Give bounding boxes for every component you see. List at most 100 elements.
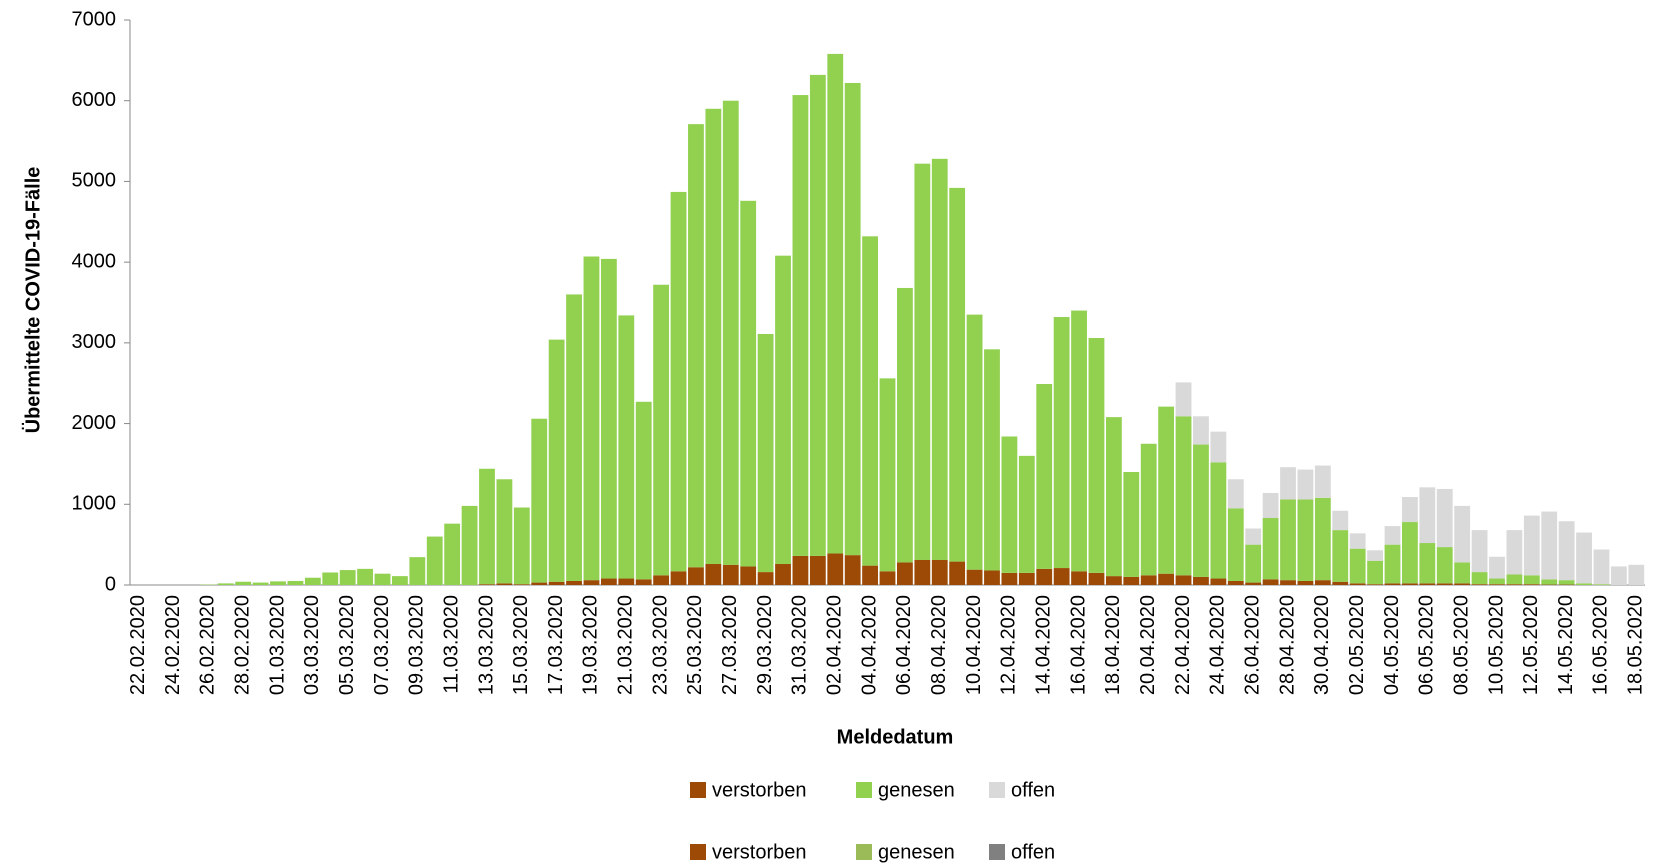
x-tick-label: 28.02.2020 bbox=[231, 595, 253, 695]
x-tick-label: 23.03.2020 bbox=[649, 595, 671, 695]
bar-segment bbox=[1332, 581, 1349, 585]
bar-segment bbox=[1593, 584, 1610, 585]
bar-segment bbox=[775, 255, 791, 565]
y-tick-label: 7000 bbox=[72, 8, 117, 30]
bar-segment bbox=[757, 333, 774, 573]
bar-segment bbox=[1140, 575, 1157, 585]
x-tick-label: 03.03.2020 bbox=[301, 595, 323, 695]
bar-segment bbox=[513, 507, 530, 585]
bar-segment bbox=[479, 584, 495, 585]
bar-segment bbox=[1105, 417, 1122, 577]
legend-swatch bbox=[690, 844, 706, 860]
bar-segment bbox=[897, 287, 913, 563]
x-tick-label: 10.04.2020 bbox=[963, 595, 985, 695]
bar-segment bbox=[1541, 511, 1558, 580]
bar-segment bbox=[635, 401, 652, 580]
bar-segment bbox=[1402, 522, 1418, 584]
x-tick-label: 19.03.2020 bbox=[580, 595, 602, 695]
x-tick-label: 06.04.2020 bbox=[893, 595, 915, 695]
bar-segment bbox=[1454, 583, 1471, 585]
bar-segment bbox=[600, 578, 617, 585]
bar-segment bbox=[409, 557, 426, 585]
bar-segment bbox=[740, 200, 757, 567]
bar-segment bbox=[1053, 568, 1070, 585]
x-tick-label: 01.03.2020 bbox=[266, 595, 288, 695]
x-tick-label: 14.04.2020 bbox=[1033, 595, 1055, 695]
bar-segment bbox=[566, 580, 582, 585]
x-tick-label: 02.05.2020 bbox=[1346, 595, 1368, 695]
bar-segment bbox=[1088, 572, 1105, 585]
bar-segment bbox=[1193, 416, 1209, 445]
bar-segment bbox=[897, 562, 913, 585]
bar-segment bbox=[392, 576, 408, 585]
bar-segment bbox=[1314, 497, 1331, 581]
bar-segment bbox=[1227, 580, 1244, 585]
bar-segment bbox=[1558, 580, 1575, 585]
bar-segment bbox=[217, 583, 234, 585]
bar-segment bbox=[1001, 572, 1018, 585]
x-tick-label: 08.04.2020 bbox=[928, 595, 950, 695]
bar-segment bbox=[322, 572, 339, 585]
y-tick-label: 4000 bbox=[72, 250, 117, 272]
x-tick-label: 22.02.2020 bbox=[127, 595, 149, 695]
bar-segment bbox=[914, 559, 931, 585]
y-tick-label: 1000 bbox=[72, 493, 117, 515]
bar-segment bbox=[1123, 576, 1140, 585]
bar-segment bbox=[496, 479, 513, 584]
bar-segment bbox=[914, 163, 931, 560]
bar-segment bbox=[931, 158, 948, 560]
bar-segment bbox=[1158, 573, 1175, 585]
bar-segment bbox=[1367, 550, 1383, 561]
bar-segment bbox=[1436, 488, 1453, 548]
bar-segment bbox=[1471, 530, 1488, 573]
bar-segment bbox=[1367, 584, 1383, 585]
bar-segment bbox=[1349, 583, 1366, 585]
bar-segment bbox=[844, 82, 861, 556]
bar-segment bbox=[879, 378, 896, 572]
bar-segment bbox=[740, 566, 757, 585]
bar-segment bbox=[827, 553, 844, 585]
legend-swatch bbox=[856, 844, 872, 860]
bar-segment bbox=[1489, 578, 1505, 585]
bar-segment bbox=[583, 580, 600, 585]
bar-segment bbox=[1071, 310, 1087, 572]
bar-segment bbox=[1175, 416, 1192, 576]
x-tick-label: 07.03.2020 bbox=[371, 595, 393, 695]
bar-segment bbox=[479, 468, 495, 585]
x-tick-label: 16.04.2020 bbox=[1067, 595, 1089, 695]
bar-segment bbox=[1506, 530, 1523, 575]
bar-segment bbox=[1018, 455, 1035, 573]
x-tick-label: 30.04.2020 bbox=[1311, 595, 1333, 695]
x-tick-label: 05.03.2020 bbox=[336, 595, 358, 695]
bar-segment bbox=[600, 258, 617, 579]
bar-segment bbox=[513, 584, 530, 585]
bar-segment bbox=[1297, 469, 1314, 500]
bar-segment bbox=[583, 256, 600, 581]
bar-segment bbox=[1419, 583, 1436, 585]
x-tick-label: 26.04.2020 bbox=[1241, 595, 1263, 695]
bar-segment bbox=[1140, 443, 1157, 576]
bar-segment bbox=[792, 555, 809, 585]
legend-label: offen bbox=[1011, 841, 1055, 863]
y-tick-label: 2000 bbox=[72, 412, 117, 434]
bar-segment bbox=[931, 559, 948, 585]
bar-segment bbox=[1297, 580, 1314, 585]
bar-segment bbox=[775, 564, 791, 585]
bar-segment bbox=[1036, 384, 1053, 569]
x-tick-label: 18.04.2020 bbox=[1102, 595, 1124, 695]
bar-segment bbox=[1541, 579, 1558, 585]
bar-segment bbox=[548, 339, 565, 582]
bar-segment bbox=[287, 580, 304, 585]
bar-segment bbox=[1123, 472, 1140, 577]
x-tick-label: 21.03.2020 bbox=[615, 595, 637, 695]
bar-segment bbox=[844, 555, 861, 585]
x-tick-label: 16.05.2020 bbox=[1590, 595, 1612, 695]
bar-segment bbox=[757, 572, 774, 585]
y-tick-label: 3000 bbox=[72, 331, 117, 353]
bar-segment bbox=[1280, 499, 1296, 581]
bar-segment bbox=[339, 570, 356, 585]
bar-segment bbox=[1436, 583, 1453, 585]
x-tick-label: 06.05.2020 bbox=[1416, 595, 1438, 695]
bar-segment bbox=[1576, 532, 1592, 584]
bar-segment bbox=[705, 564, 722, 585]
